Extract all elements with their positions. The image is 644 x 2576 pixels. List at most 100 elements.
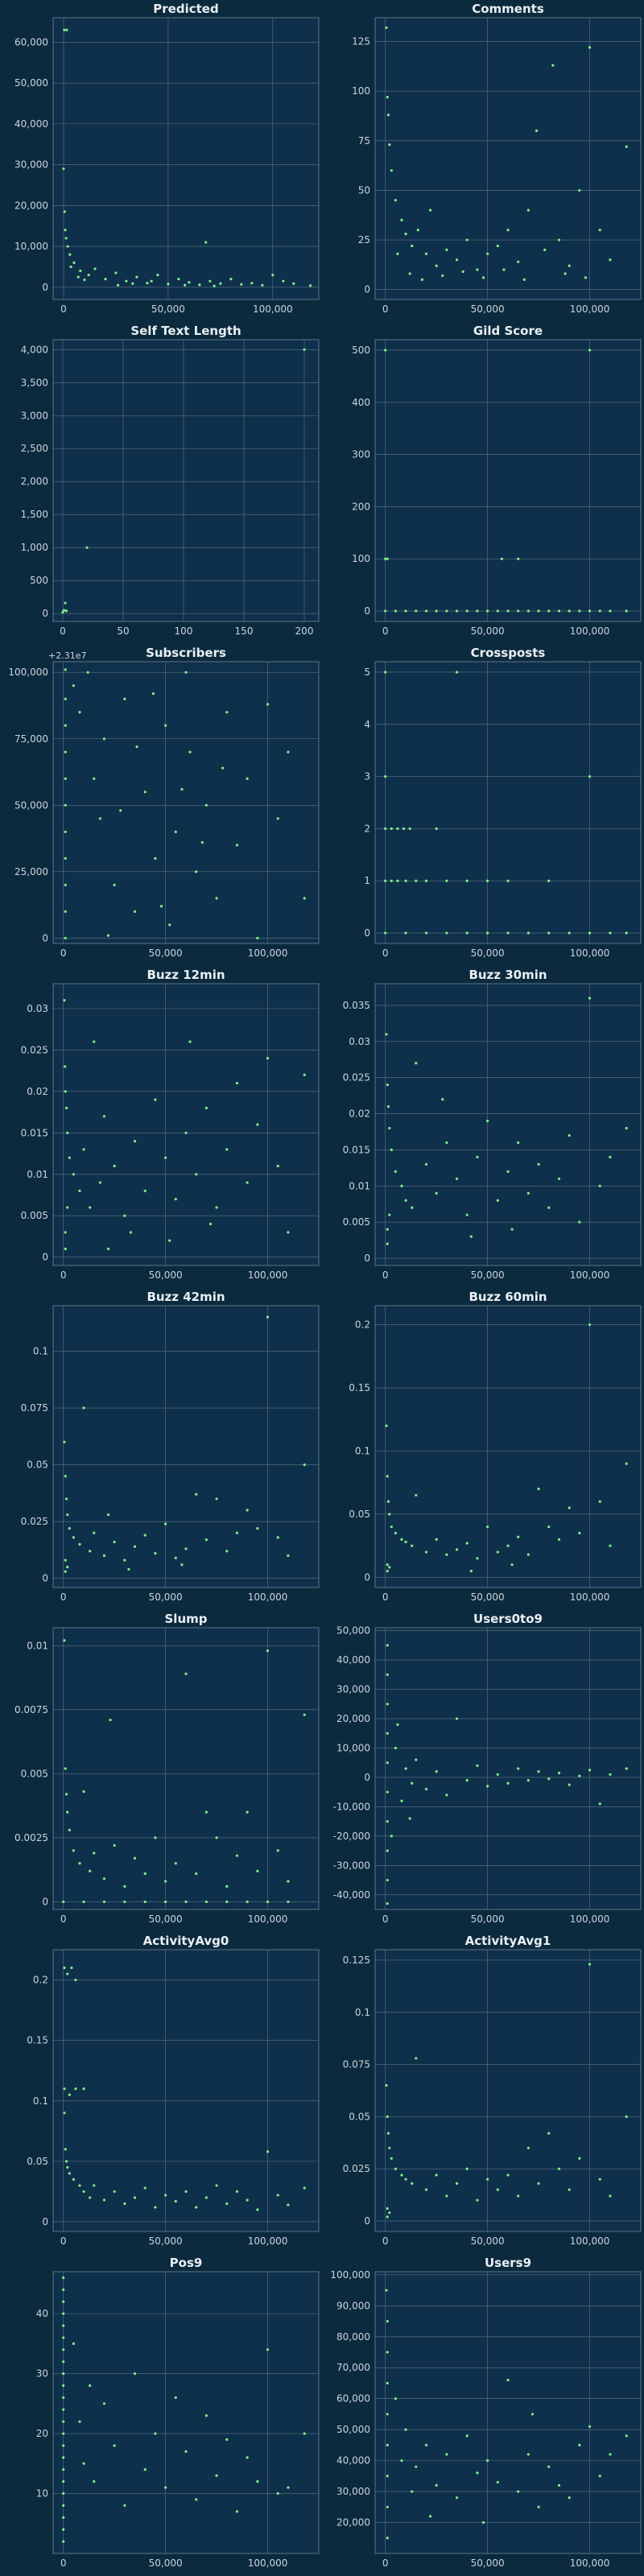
buzz-42min-y-tick-label: 0.05 <box>27 1459 48 1471</box>
gild-score-data-point <box>424 609 428 613</box>
gild-score-data-point <box>496 609 499 613</box>
buzz-42min-data-point <box>174 1556 177 1559</box>
activityavg1-data-point <box>385 2083 388 2087</box>
gild-score-data-point <box>506 609 510 613</box>
activityavg0-data-point <box>123 2202 126 2206</box>
users0to9-data-point <box>496 1773 499 1776</box>
activityavg0-data-point <box>78 2184 81 2187</box>
pos9-data-point <box>78 2420 81 2423</box>
users9-data-point <box>530 2413 535 2416</box>
predicted-data-point <box>229 278 233 281</box>
slump-data-point <box>102 1877 106 1880</box>
subscribers-data-point <box>64 910 67 913</box>
buzz-60min-data-point <box>510 1563 514 1567</box>
users0to9-data-point <box>386 1703 389 1706</box>
activityavg0-data-point <box>66 2165 69 2169</box>
slump-x-tick-label: 50,000 <box>149 1913 183 1925</box>
pos9-data-point <box>62 2480 65 2483</box>
activityavg1-data-point <box>476 2198 479 2202</box>
crossposts-data-point <box>486 931 489 935</box>
activityavg0-chart: ActivityAvg0 0 50,000 100,000 0 0.05 0.1 0.15 0.… <box>27 1934 320 2247</box>
comments-data-point <box>517 260 520 263</box>
subscribers-data-point <box>221 766 225 770</box>
pos9-data-point <box>276 2491 279 2496</box>
buzz-60min-data-point <box>445 1553 448 1556</box>
predicted-y-tick-label: 20,000 <box>14 200 48 211</box>
gild-score-plot-area <box>374 339 642 622</box>
users9-data-point <box>496 2480 499 2484</box>
buzz-30min-data-point <box>568 1133 571 1137</box>
users0to9-data-point <box>394 1746 397 1750</box>
users0to9-data-point <box>445 1794 448 1797</box>
users0to9-data-point <box>476 1764 479 1767</box>
users9-data-point <box>557 2483 561 2487</box>
buzz-12min-data-point <box>143 1189 147 1192</box>
activityavg1-data-point <box>411 2182 414 2185</box>
buzz-60min-y-tick-label: 0.2 <box>355 1319 370 1331</box>
buzz-42min-data-point <box>143 1534 147 1537</box>
predicted-data-point <box>69 265 72 269</box>
activityavg0-data-point <box>66 1972 69 1975</box>
users0to9-y-tick-label: 10,000 <box>336 1742 370 1753</box>
pos9-data-point <box>102 2402 106 2405</box>
buzz-30min-data-point <box>625 1126 628 1130</box>
buzz-60min-x-tick-label: 100,000 <box>570 1591 610 1603</box>
slump-data-point <box>109 1718 112 1722</box>
activityavg0-data-point <box>195 2206 198 2209</box>
activityavg1-data-point <box>424 2188 428 2191</box>
buzz-60min-plot-area <box>374 1305 642 1588</box>
users0to9-data-point <box>435 1770 438 1773</box>
users9-data-point <box>598 2475 601 2478</box>
crossposts-x-tick-label: 50,000 <box>471 947 505 959</box>
subscribers-chart: Subscribers 0 50,000 100,000 0 25,000 50,000 75… <box>8 646 320 959</box>
buzz-60min-data-point <box>435 1538 438 1541</box>
pos9-x-tick-label: 0 <box>60 2557 67 2569</box>
activityavg1-data-point <box>588 1963 592 1966</box>
buzz-42min-data-point <box>66 1565 69 1569</box>
activityavg0-data-point <box>303 2186 306 2190</box>
buzz-12min-data-point <box>102 1115 106 1118</box>
subscribers-offset-label: +2.31e7 <box>48 650 86 661</box>
users9-data-point <box>476 2471 479 2475</box>
subscribers-data-point <box>64 857 67 860</box>
predicted-data-point <box>271 273 275 277</box>
self-text-length-y-tick-label: 1,000 <box>21 542 48 553</box>
crossposts-data-point <box>588 931 592 935</box>
subscribers-data-point <box>123 697 126 700</box>
pos9-points <box>62 2276 306 2543</box>
pos9-data-point <box>184 2450 188 2454</box>
users0to9-data-point <box>557 1771 561 1775</box>
buzz-30min-data-point <box>404 1199 407 1202</box>
activityavg1-data-point <box>625 2115 628 2119</box>
pos9-data-point <box>174 2396 177 2399</box>
self-text-length-y-tick-label: 2,500 <box>21 443 48 454</box>
users0to9-data-point <box>506 1781 510 1785</box>
gild-score-data-point <box>415 609 418 613</box>
gild-score-data-point <box>609 609 612 613</box>
self-text-length-data-point <box>64 601 67 605</box>
users9-data-point <box>486 2459 489 2462</box>
users0to9-data-point <box>625 1767 628 1770</box>
activityavg0-data-point <box>74 1978 77 1982</box>
comments-data-point <box>455 258 459 262</box>
pos9-data-point <box>62 2360 65 2363</box>
predicted-data-point <box>76 275 80 279</box>
predicted-y-tick-label: 0 <box>42 282 48 293</box>
users0to9-y-tick-label: -10,000 <box>333 1801 370 1812</box>
buzz-60min-data-point <box>404 1540 407 1544</box>
activityavg0-x-tick-label: 50,000 <box>149 2235 183 2247</box>
buzz-60min-data-point <box>598 1500 601 1503</box>
buzz-60min-data-point <box>625 1462 628 1465</box>
activityavg1-data-point <box>517 2194 520 2198</box>
comments-data-point <box>385 26 388 29</box>
buzz-30min-y-tick-label: 0.015 <box>343 1144 370 1155</box>
subscribers-y-tick-label: 75,000 <box>14 733 48 745</box>
activityavg1-plot-area <box>374 1949 642 2232</box>
buzz-30min-x-tick-label: 100,000 <box>570 1269 610 1281</box>
self-text-length-data-point <box>85 546 89 549</box>
subscribers-data-point <box>287 750 290 753</box>
activityavg0-data-point <box>266 2150 270 2153</box>
gild-score-points <box>384 349 628 613</box>
subscribers-data-point <box>159 905 163 908</box>
comments-data-point <box>404 233 407 236</box>
